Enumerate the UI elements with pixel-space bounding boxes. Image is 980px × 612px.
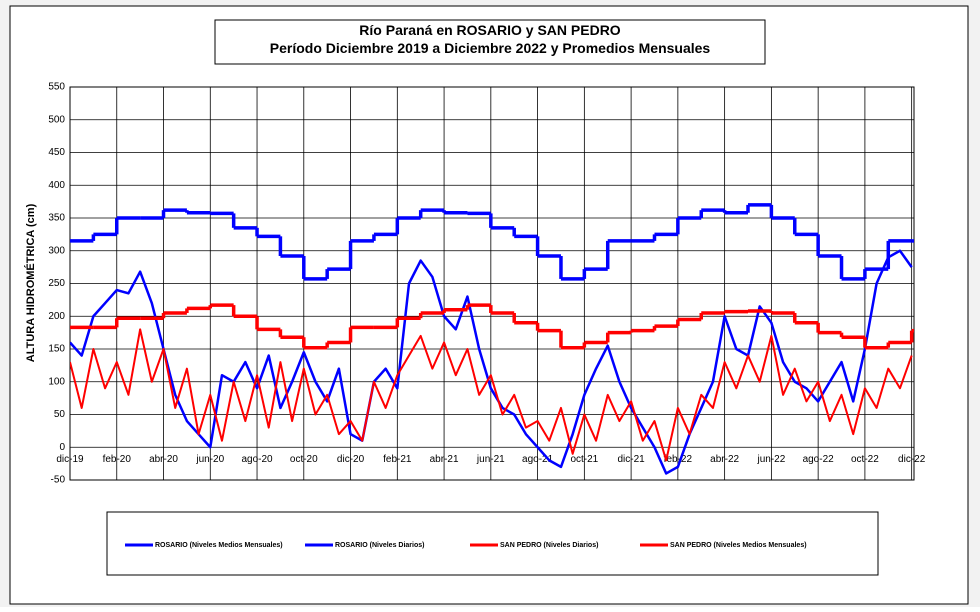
x-tick-label: dic-19: [56, 454, 84, 465]
x-tick-label: jun-20: [195, 454, 224, 465]
y-tick-label: 500: [48, 114, 65, 125]
y-tick-label: 450: [48, 147, 65, 158]
y-tick-label: 50: [54, 409, 66, 420]
y-tick-label: 400: [48, 180, 65, 191]
y-tick-label: 0: [59, 442, 65, 453]
x-tick-label: jun-22: [756, 454, 785, 465]
x-tick-label: feb-20: [103, 454, 132, 465]
x-tick-label: oct-22: [851, 454, 879, 465]
x-tick-label: dic-20: [337, 454, 365, 465]
x-tick-label: jun-21: [476, 454, 505, 465]
x-tick-label: ago-22: [803, 454, 835, 465]
legend-label: SAN PEDRO (Niveles Diarios): [500, 542, 598, 549]
x-tick-label: abr-21: [430, 454, 459, 465]
plot-series: [70, 203, 914, 475]
x-tick-label: oct-21: [570, 454, 598, 465]
x-tick-label: oct-20: [290, 454, 318, 465]
y-tick-label: 350: [48, 213, 65, 224]
x-tick-label: dic-21: [617, 454, 645, 465]
y-tick-label: -50: [51, 475, 66, 486]
title-box: [214, 19, 766, 65]
x-tick-label: feb-21: [383, 454, 412, 465]
x-tick-label: abr-20: [149, 454, 178, 465]
legend-label: ROSARIO (Niveles Diarios): [335, 542, 424, 549]
chart-title: Río Paraná en ROSARIO y SAN PEDRO: [359, 22, 621, 38]
y-tick-label: 550: [48, 82, 65, 93]
chart-subtitle: Período Diciembre 2019 a Diciembre 2022 …: [270, 40, 711, 56]
y-axis-label: ALTURA HIDROMÉTRICA (cm): [24, 203, 37, 362]
y-tick-label: 300: [48, 245, 65, 256]
legend-label: ROSARIO (Niveles Medios Mensuales): [155, 542, 283, 549]
y-tick-label: 100: [48, 376, 65, 387]
x-tick-label: feb-22: [664, 454, 693, 465]
x-tick-label: abr-22: [710, 454, 739, 465]
x-tick-label: ago-21: [522, 454, 554, 465]
y-tick-label: 150: [48, 344, 65, 355]
y-tick-label: 250: [48, 278, 65, 289]
legend-label: SAN PEDRO (Niveles Medios Mensuales): [670, 542, 807, 549]
y-tick-label: 200: [48, 311, 65, 322]
x-tick-label: dic-22: [898, 454, 926, 465]
daily-line: [70, 328, 913, 462]
x-tick-label: ago-20: [241, 454, 273, 465]
daily-line: [70, 249, 913, 475]
